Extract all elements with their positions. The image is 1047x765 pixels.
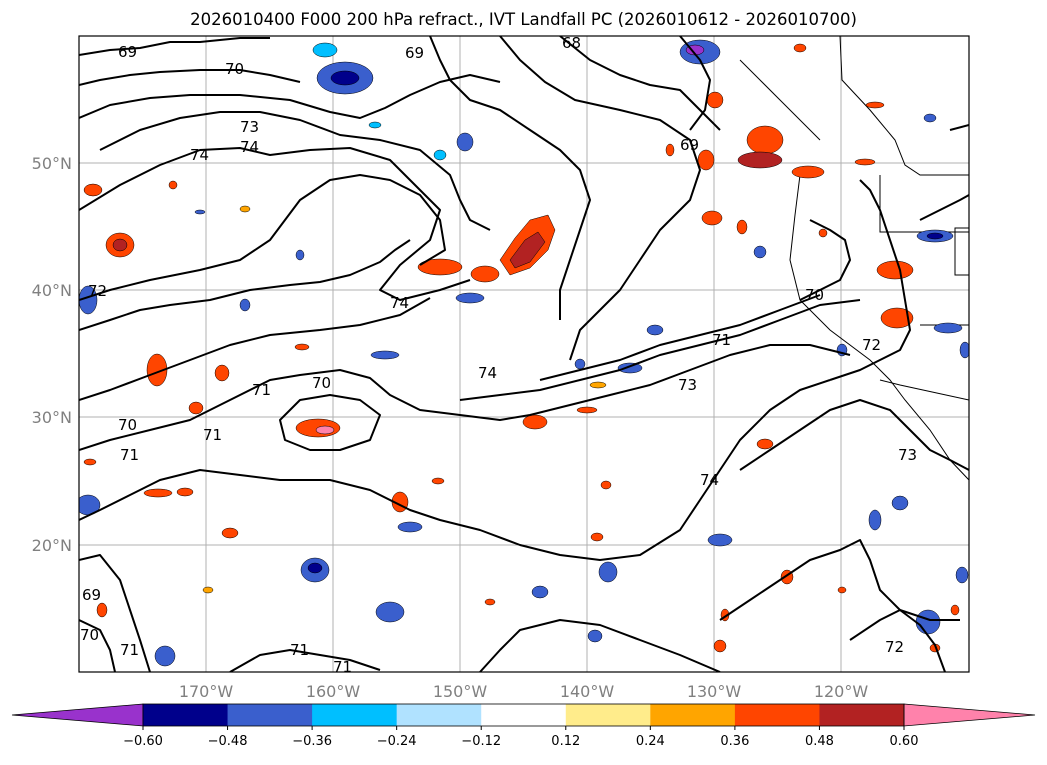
contour-label: 74 <box>240 138 259 156</box>
contour-label: 71 <box>333 658 352 676</box>
lat-label-30n: 30°N <box>32 408 72 427</box>
contour-label: 72 <box>862 336 881 354</box>
colorbar-tick-label: 0.60 <box>890 734 919 749</box>
latitude-labels: 50°N 40°N 30°N 20°N <box>32 154 72 555</box>
colorbar-segment <box>227 704 313 726</box>
contour-label: 74 <box>478 364 497 382</box>
map-panel: 69 70 73 74 69 68 69 74 74 72 71 70 71 7… <box>79 34 969 676</box>
contour-label: 71 <box>203 426 222 444</box>
colorbar-segment <box>565 704 651 726</box>
longitude-labels: 170°W 160°W 150°W 140°W 130°W 120°W <box>179 682 869 701</box>
refractivity-contours <box>79 36 969 672</box>
contour-label: 69 <box>405 44 424 62</box>
colorbar-frame <box>142 703 905 727</box>
colorbar-segment <box>396 704 482 726</box>
contour-label: 74 <box>700 471 719 489</box>
contour-label: 73 <box>678 376 697 394</box>
colorbar-tick-label: 0.48 <box>805 734 834 749</box>
negative-anomaly-shading <box>79 39 969 667</box>
colorbar-segment <box>819 704 905 726</box>
contour-label: 70 <box>118 416 137 434</box>
colorbar-tick-label: −0.24 <box>377 734 417 749</box>
lon-label-150w: 150°W <box>433 682 488 701</box>
contour-label: 70 <box>225 60 244 78</box>
colorbar-tick-label: −0.60 <box>123 734 163 749</box>
contour-label: 73 <box>898 446 917 464</box>
contour-label: 70 <box>805 286 824 304</box>
colorbar-extend-high <box>903 703 1036 727</box>
colorbar-segment <box>312 704 398 726</box>
colorbar: −0.60 −0.48 −0.36 −0.24 −0.12 0.12 0.24 0.36 0.4… <box>11 703 1036 749</box>
contour-label: 71 <box>252 381 271 399</box>
lon-label-170w: 170°W <box>179 682 234 701</box>
map-frame <box>78 35 970 673</box>
lon-label-120w: 120°W <box>814 682 869 701</box>
positive-anomaly-shading <box>83 43 960 653</box>
contour-label: 70 <box>80 626 99 644</box>
colorbar-tick-label: 0.24 <box>636 734 665 749</box>
contour-label: 72 <box>885 638 904 656</box>
contour-label: 74 <box>390 294 409 312</box>
colorbar-segment <box>481 704 567 726</box>
contour-label: 69 <box>82 586 101 604</box>
contour-label: 71 <box>290 641 309 659</box>
contour-label: 69 <box>118 43 137 61</box>
lat-label-20n: 20°N <box>32 536 72 555</box>
contour-label: 68 <box>562 34 581 52</box>
lon-label-140w: 140°W <box>560 682 615 701</box>
contour-labels: 69 70 73 74 69 68 69 74 74 72 71 70 71 7… <box>80 34 917 676</box>
contour-label: 69 <box>680 136 699 154</box>
contour-label: 72 <box>88 282 107 300</box>
colorbar-segment <box>143 704 229 726</box>
lat-label-40n: 40°N <box>32 281 72 300</box>
contour-label: 70 <box>312 374 331 392</box>
map-title: 2026010400 F000 200 hPa refract., IVT La… <box>190 10 857 29</box>
colorbar-tick-label: 0.36 <box>720 734 749 749</box>
contour-label: 71 <box>120 446 139 464</box>
lat-label-50n: 50°N <box>32 154 72 173</box>
colorbar-tick-label: −0.36 <box>292 734 332 749</box>
colorbar-extend-low <box>11 703 144 727</box>
contour-label: 73 <box>240 118 259 136</box>
contour-label: 71 <box>120 641 139 659</box>
colorbar-tick-label: 0.12 <box>551 734 580 749</box>
lon-label-130w: 130°W <box>687 682 742 701</box>
colorbar-tick-label: −0.48 <box>208 734 248 749</box>
lon-label-160w: 160°W <box>306 682 361 701</box>
colorbar-segment <box>734 704 820 726</box>
colorbar-tick-label: −0.12 <box>461 734 501 749</box>
contour-label: 74 <box>190 146 209 164</box>
colorbar-segment <box>650 704 736 726</box>
contour-label: 71 <box>712 331 731 349</box>
